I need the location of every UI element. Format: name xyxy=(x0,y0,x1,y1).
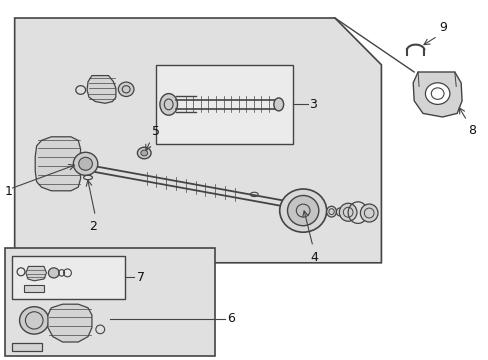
Text: 8: 8 xyxy=(467,124,475,137)
Polygon shape xyxy=(15,18,381,263)
Ellipse shape xyxy=(73,152,98,175)
Text: 9: 9 xyxy=(438,21,446,34)
Ellipse shape xyxy=(141,150,147,156)
Text: 4: 4 xyxy=(309,251,317,264)
Ellipse shape xyxy=(287,195,318,226)
Bar xyxy=(156,65,293,144)
Bar xyxy=(12,343,41,351)
Polygon shape xyxy=(412,72,461,117)
Bar xyxy=(12,256,124,299)
Text: 3: 3 xyxy=(308,98,316,111)
Ellipse shape xyxy=(273,98,283,111)
Polygon shape xyxy=(35,137,81,191)
Bar xyxy=(24,285,44,292)
Polygon shape xyxy=(87,76,116,103)
Ellipse shape xyxy=(48,268,59,278)
Text: 6: 6 xyxy=(227,312,235,325)
Text: 7: 7 xyxy=(137,271,144,284)
Ellipse shape xyxy=(425,83,449,104)
Text: 1: 1 xyxy=(5,185,13,198)
Text: 5: 5 xyxy=(151,125,159,138)
Ellipse shape xyxy=(279,189,326,232)
Ellipse shape xyxy=(20,307,49,334)
Ellipse shape xyxy=(118,82,134,96)
Ellipse shape xyxy=(137,147,151,159)
Polygon shape xyxy=(48,304,92,342)
Ellipse shape xyxy=(160,94,177,115)
Text: 2: 2 xyxy=(89,220,97,233)
Ellipse shape xyxy=(339,203,356,221)
Bar xyxy=(5,248,215,356)
Ellipse shape xyxy=(360,204,377,222)
Polygon shape xyxy=(26,266,46,281)
Ellipse shape xyxy=(326,206,336,217)
Ellipse shape xyxy=(79,157,92,170)
